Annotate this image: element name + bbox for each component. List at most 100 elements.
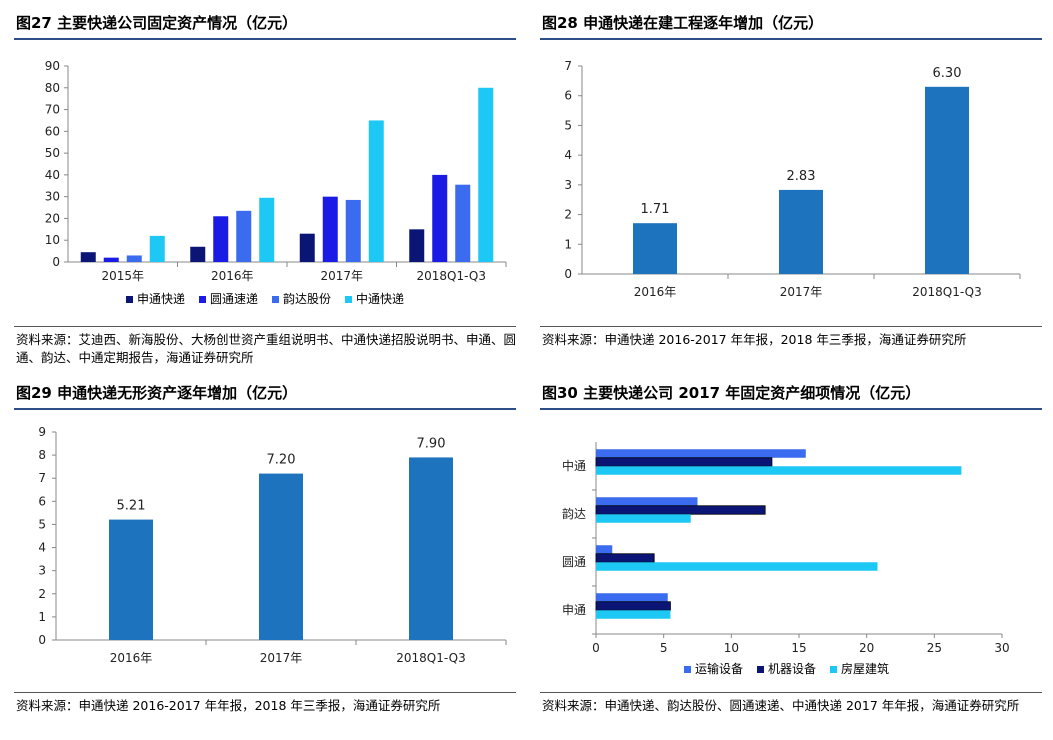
legend-item: 运输设备: [684, 660, 743, 677]
y-tick-label: 10: [45, 233, 60, 247]
figure-29-title: 图29 申通快递无形资产逐年增加（亿元）: [14, 378, 516, 410]
bar: [409, 457, 453, 640]
bar-中通快递: [149, 235, 165, 262]
figure-27-source: 资料来源：艾迪西、新海股份、大杨创世资产重组说明书、中通快递招股说明书、申通、圆…: [14, 326, 516, 367]
bar: [109, 519, 153, 640]
y-tick-label: 2: [38, 587, 46, 601]
x-tick-label: 20: [859, 641, 874, 655]
y-tick-label: 圆通: [562, 555, 586, 569]
y-tick-label: 7: [38, 471, 46, 485]
figure-29-chart: 0 1 2 3 4 5 6 7 8 9 5.21 2016年 7.20 2017年 7.90 2018Q1-Q…: [38, 425, 507, 665]
y-tick-label: 0: [52, 255, 60, 269]
x-tick-label: 30: [994, 641, 1009, 655]
bar-韵达股份: [126, 255, 142, 262]
x-tick-label: 0: [592, 641, 600, 655]
y-tick-label: 8: [38, 448, 46, 462]
y-tick-label: 6: [38, 494, 46, 508]
bar-申通快递: [190, 246, 206, 262]
legend-item: 申通快递: [126, 290, 185, 307]
legend-swatch: [199, 296, 207, 303]
bar-房屋建筑: [596, 514, 691, 523]
y-tick-label: 30: [45, 190, 60, 204]
legend-label: 申通快递: [137, 292, 186, 306]
figure-28-panel: 图28 申通快递在建工程逐年增加（亿元） 0 1 2 3 4 5 6 7 1.71 2016年 2.…: [540, 8, 1042, 372]
figure-28-chart: 0 1 2 3 4 5 6 7 1.71 2016年 2.83 2017年 6.30 2018Q1-Q3: [564, 59, 1021, 299]
y-tick-label: 3: [38, 564, 46, 578]
data-label: 7.90: [417, 436, 446, 451]
legend-item: 机器设备: [757, 660, 816, 677]
bar-运输设备: [596, 449, 806, 458]
legend-swatch: [126, 296, 133, 303]
y-tick-label: 90: [45, 59, 60, 73]
bar-韵达股份: [236, 210, 252, 262]
legend-swatch: [830, 666, 838, 673]
legend-label: 机器设备: [768, 662, 817, 676]
y-tick-label: 70: [45, 103, 60, 117]
y-tick-label: 3: [564, 178, 572, 192]
figure-28-title: 图28 申通快递在建工程逐年增加（亿元）: [540, 8, 1042, 40]
bar-运输设备: [596, 497, 698, 506]
figure-30-source: 资料来源：申通快递、韵达股份、圆通速递、中通快递 2017 年年报，海通证券研究…: [540, 692, 1042, 715]
y-tick-label: 韵达: [562, 506, 586, 521]
y-tick-label: 9: [38, 425, 46, 439]
bar-圆通速递: [432, 174, 448, 262]
bar: [925, 86, 969, 274]
legend-item: 圆通速递: [199, 290, 258, 307]
legend-item: 韵达股份: [272, 290, 331, 307]
data-label: 1.71: [641, 202, 670, 217]
legend-swatch: [345, 296, 353, 303]
legend-label: 圆通速递: [210, 292, 259, 306]
x-tick-label: 2017年: [780, 285, 823, 299]
x-tick-label: 2017年: [260, 651, 303, 665]
y-tick-label: 申通: [562, 603, 586, 617]
figure-30-legend: 运输设备 机器设备 房屋建筑: [684, 660, 903, 677]
figure-29-panel: 图29 申通快递无形资产逐年增加（亿元） 0 1 2 3 4 5 6 7 8 9 5.21 2016年…: [14, 378, 516, 738]
legend-swatch: [684, 666, 691, 673]
bar-韵达股份: [345, 199, 361, 262]
x-tick-label: 2016年: [634, 285, 677, 299]
bar-圆通速递: [322, 196, 338, 262]
bar-机器设备: [595, 553, 655, 563]
legend-label: 中通快递: [356, 292, 405, 306]
bar-房屋建筑: [596, 610, 671, 619]
y-tick-label: 20: [45, 211, 60, 225]
bar-申通快递: [80, 252, 96, 262]
y-tick-label: 1: [564, 237, 572, 251]
data-label: 5.21: [117, 499, 146, 514]
bar-圆通速递: [103, 257, 119, 262]
x-tick-label: 25: [927, 641, 942, 655]
x-tick-label: 2018Q1-Q3: [417, 269, 486, 283]
bar-申通快递: [409, 229, 425, 262]
y-tick-label: 中通: [562, 458, 586, 473]
y-tick-label: 80: [45, 81, 60, 95]
y-tick-label: 5: [38, 517, 46, 531]
figure-30-panel: 图30 主要快递公司 2017 年固定资产细项情况（亿元） 0 5 10 15 20 25…: [540, 378, 1042, 738]
legend-swatch: [757, 666, 765, 673]
bar-运输设备: [596, 593, 668, 602]
bar-机器设备: [595, 505, 766, 515]
bar-房屋建筑: [596, 562, 878, 571]
bar-圆通速递: [213, 216, 229, 262]
legend-label: 韵达股份: [283, 292, 332, 306]
y-tick-label: 60: [45, 124, 60, 138]
x-tick-label: 15: [791, 641, 806, 655]
legend-label: 房屋建筑: [841, 662, 890, 676]
x-tick-label: 2016年: [110, 651, 153, 665]
bar-机器设备: [595, 601, 671, 611]
y-tick-label: 2: [564, 208, 572, 222]
y-tick-label: 6: [564, 89, 572, 103]
y-tick-label: 40: [45, 168, 60, 182]
bar-中通快递: [478, 87, 494, 263]
bar-申通快递: [299, 233, 315, 262]
data-label: 7.20: [267, 453, 296, 468]
x-tick-label: 2017年: [320, 269, 363, 283]
x-tick-label: 2016年: [211, 269, 254, 283]
figure-27-chart: 0 10 20 30 40 50 60 70 80 90 2015年 2016年 2017年 2018Q1…: [45, 59, 507, 283]
x-tick-label: 2018Q1-Q3: [912, 285, 981, 299]
bar: [259, 473, 303, 640]
y-tick-label: 7: [564, 59, 572, 73]
figure-30-title: 图30 主要快递公司 2017 年固定资产细项情况（亿元）: [540, 378, 1042, 410]
figure-27-title: 图27 主要快递公司固定资产情况（亿元）: [14, 8, 516, 40]
data-label: 6.30: [933, 66, 962, 81]
x-tick-label: 5: [660, 641, 668, 655]
